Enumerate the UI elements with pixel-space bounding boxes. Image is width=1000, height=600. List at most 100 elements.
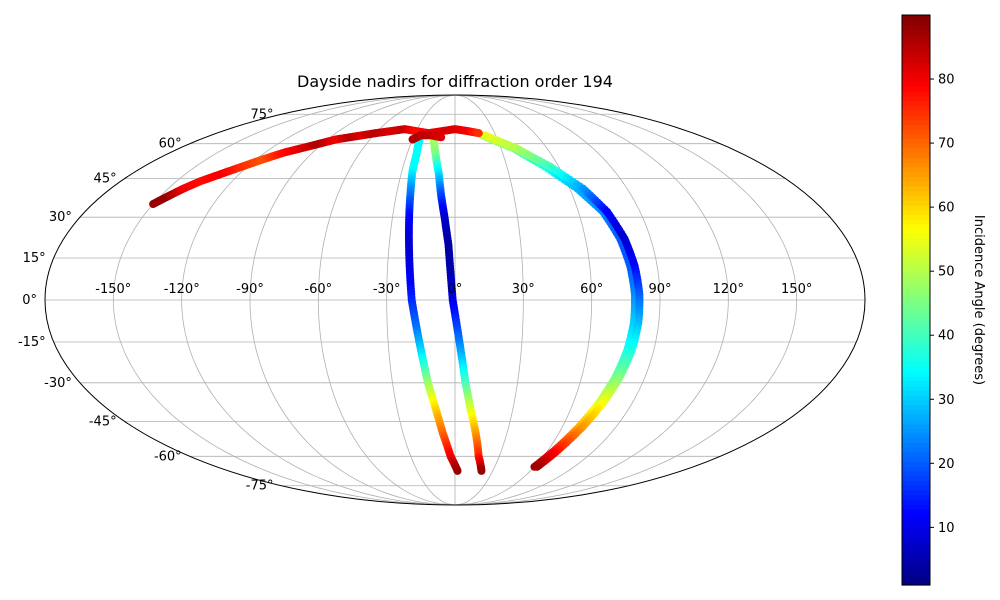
colorbar-tick-label: 40 bbox=[938, 329, 955, 344]
colorbar-segment bbox=[902, 29, 930, 35]
colorbar-segment bbox=[902, 24, 930, 30]
colorbar-segment bbox=[902, 214, 930, 220]
longitude-tick-label: 120° bbox=[713, 282, 744, 297]
colorbar-segment bbox=[902, 366, 930, 372]
colorbar-segment bbox=[902, 181, 930, 187]
colorbar-segment bbox=[902, 276, 930, 282]
colorbar-segment bbox=[902, 86, 930, 92]
colorbar-segment bbox=[902, 361, 930, 368]
colorbar-segment bbox=[902, 404, 930, 410]
colorbar-segment bbox=[902, 456, 930, 463]
colorbar-segment bbox=[902, 76, 930, 83]
colorbar-segment bbox=[902, 338, 930, 344]
map-boundary bbox=[44, 94, 866, 506]
colorbar-segment bbox=[902, 162, 930, 168]
colorbar-segment bbox=[902, 452, 930, 458]
colorbar-segment bbox=[902, 186, 930, 192]
latitude-tick-label: -60° bbox=[154, 449, 182, 464]
latitude-tick-label: 15° bbox=[23, 251, 46, 266]
colorbar-tick-label: 60 bbox=[938, 201, 955, 216]
colorbar-segment bbox=[902, 224, 930, 230]
scatter-point bbox=[474, 129, 483, 138]
colorbar-segment bbox=[902, 418, 930, 425]
colorbar-segment bbox=[902, 257, 930, 263]
colorbar-segment bbox=[902, 190, 930, 197]
colorbar-segment bbox=[902, 133, 930, 140]
colorbar-segment bbox=[902, 447, 930, 453]
longitude-tick-label: 60° bbox=[580, 282, 603, 297]
longitude-tick-label: 150° bbox=[781, 282, 812, 297]
colorbar-segment bbox=[902, 143, 930, 149]
longitude-tick-label: 30° bbox=[512, 282, 535, 297]
scatter-point bbox=[533, 462, 542, 471]
latitude-tick-label: -45° bbox=[89, 414, 117, 429]
colorbar-label: Incidence Angle (degrees) bbox=[971, 215, 986, 385]
colorbar-segment bbox=[902, 556, 930, 562]
colorbar-tick-label: 50 bbox=[938, 265, 955, 280]
colorbar-segment bbox=[902, 247, 930, 254]
latitude-tick-label: 60° bbox=[159, 137, 182, 152]
scatter-points bbox=[149, 125, 644, 475]
colorbar-segment bbox=[902, 233, 930, 239]
colorbar-segment bbox=[902, 209, 930, 216]
colorbar-segment bbox=[902, 542, 930, 548]
colorbar-segment bbox=[902, 551, 930, 558]
latitude-tick-label: 0° bbox=[22, 293, 37, 308]
longitude-tick-label: 90° bbox=[648, 282, 671, 297]
colorbar-segment bbox=[902, 466, 930, 472]
colorbar-segment bbox=[902, 167, 930, 173]
colorbar-segment bbox=[902, 442, 930, 448]
colorbar-segment bbox=[902, 409, 930, 415]
chart-title: Dayside nadirs for diffraction order 194 bbox=[297, 72, 613, 91]
colorbar-segment bbox=[902, 238, 930, 244]
colorbar-segment bbox=[902, 471, 930, 477]
colorbar-segment bbox=[902, 513, 930, 520]
colorbar-segment bbox=[902, 570, 930, 577]
longitude-tick-label: -60° bbox=[304, 282, 332, 297]
colorbar-segment bbox=[902, 100, 930, 106]
colorbar-tick-label: 10 bbox=[938, 521, 955, 536]
colorbar-segment bbox=[902, 129, 930, 135]
colorbar-segment bbox=[902, 490, 930, 496]
longitude-tick-label: -90° bbox=[236, 282, 264, 297]
colorbar-segment bbox=[902, 423, 930, 429]
colorbar-segment bbox=[902, 148, 930, 154]
longitude-tick-label: -120° bbox=[164, 282, 200, 297]
colorbar-segment bbox=[902, 48, 930, 54]
latitude-tick-label: -15° bbox=[18, 335, 46, 350]
colorbar-segment bbox=[902, 461, 930, 467]
colorbar-segment bbox=[902, 53, 930, 59]
colorbar-segment bbox=[902, 15, 930, 21]
colorbar-segment bbox=[902, 347, 930, 353]
colorbar-segment bbox=[902, 523, 930, 529]
colorbar-segment bbox=[902, 428, 930, 434]
colorbar-segment bbox=[902, 157, 930, 163]
longitude-tick-label: -150° bbox=[95, 282, 131, 297]
colorbar-segment bbox=[902, 385, 930, 391]
colorbar-segment bbox=[902, 34, 930, 40]
colorbar-segment bbox=[902, 328, 930, 334]
meridian-gridline bbox=[454, 95, 798, 505]
colorbar-segment bbox=[902, 437, 930, 444]
colorbar-segment bbox=[902, 176, 930, 182]
colorbar-segment bbox=[902, 561, 930, 567]
colorbar-segment bbox=[902, 105, 930, 111]
colorbar-segment bbox=[902, 295, 930, 301]
colorbar-segment bbox=[902, 95, 930, 102]
colorbar-segment bbox=[902, 518, 930, 524]
colorbar-segment bbox=[902, 228, 930, 235]
colorbar-segment bbox=[902, 200, 930, 206]
colorbar-segment bbox=[902, 152, 930, 159]
colorbar-segment bbox=[902, 485, 930, 491]
colorbar-segment bbox=[902, 114, 930, 121]
meridian-gridline bbox=[181, 95, 456, 505]
colorbar-segment bbox=[902, 124, 930, 130]
colorbar-segment bbox=[902, 110, 930, 116]
latitude-tick-label: 75° bbox=[250, 107, 273, 122]
colorbar-tick-label: 80 bbox=[938, 73, 955, 88]
colorbar-segment bbox=[902, 528, 930, 534]
colorbar-segment bbox=[902, 547, 930, 553]
colorbar-segment bbox=[902, 205, 930, 211]
colorbar-segment bbox=[902, 81, 930, 87]
colorbar-segment bbox=[902, 309, 930, 315]
